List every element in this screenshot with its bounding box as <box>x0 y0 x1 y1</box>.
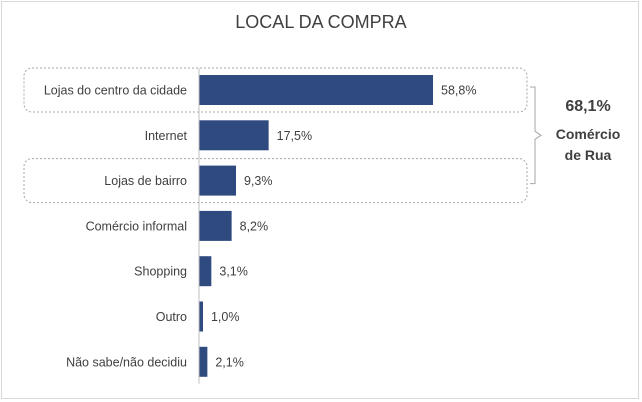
bar-3 <box>199 210 232 241</box>
value-label: 9,3% <box>244 174 272 188</box>
bar-0 <box>199 75 433 105</box>
value-label: 17,5% <box>277 129 312 143</box>
bar-6 <box>199 346 208 377</box>
category-label: Comércio informal <box>86 219 187 233</box>
bar-1 <box>199 120 269 151</box>
group-total-value: 68,1% <box>565 98 610 115</box>
category-label: Outro <box>156 310 187 324</box>
value-label: 2,1% <box>215 355 244 369</box>
highlight-box-0 <box>23 67 528 113</box>
category-label: Lojas de bairro <box>104 174 187 188</box>
value-label: 3,1% <box>219 265 248 279</box>
bar-5 <box>199 301 203 332</box>
highlight-boxes <box>23 67 528 204</box>
bar-4 <box>199 256 212 287</box>
category-labels: Lojas do centro da cidade Internet Lojas d… <box>44 84 188 370</box>
category-label: Internet <box>145 129 188 143</box>
bars-group <box>199 75 433 377</box>
category-label: Lojas do centro da cidade <box>44 84 187 98</box>
group-label-line2: de Rua <box>565 147 612 163</box>
chart-title: LOCAL DA COMPRA <box>235 12 406 32</box>
group-bracket <box>530 86 542 185</box>
value-label: 8,2% <box>240 219 269 233</box>
bar-2 <box>199 165 237 196</box>
category-label: Shopping <box>134 265 187 279</box>
highlight-box-1 <box>23 158 528 204</box>
value-label: 58,8% <box>441 84 476 98</box>
value-labels: 58,8% 17,5% 9,3% 8,2% 3,1% 1,0% 2,1% <box>211 84 476 370</box>
category-label: Não sabe/não decidiu <box>66 355 187 369</box>
group-label-line1: Comércio <box>556 126 621 142</box>
value-label: 1,0% <box>211 310 240 324</box>
